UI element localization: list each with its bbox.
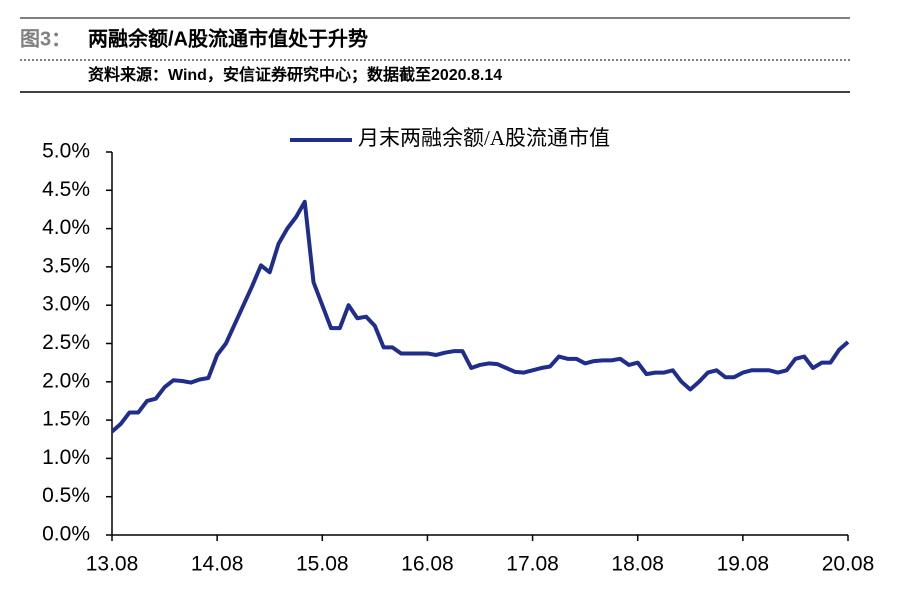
figure-label: 图3： [20,27,71,50]
y-tick-label: 3.5% [42,254,90,277]
source-note: 资料来源：Wind，安信证券研究中心；数据截至2020.8.14 [88,65,502,84]
x-tick-label: 15.08 [296,553,349,576]
x-tick-label: 16.08 [401,553,454,576]
y-tick-label: 0.0% [42,523,90,546]
x-tick-label: 17.08 [506,553,559,576]
y-tick-label: 2.5% [42,331,90,354]
x-tick-label: 13.08 [86,553,139,576]
y-tick-label: 2.0% [42,369,90,392]
x-tick-label: 18.08 [611,553,664,576]
y-tick-label: 1.0% [42,446,90,469]
y-tick-label: 4.0% [42,216,90,239]
y-tick-label: 3.0% [42,293,90,316]
figure-title: 两融余额/A股流通市值处于升势 [88,26,368,50]
y-tick-label: 1.5% [42,408,90,431]
x-tick-label: 14.08 [191,553,244,576]
y-tick-label: 5.0% [42,140,90,163]
y-tick-label: 4.5% [42,178,90,201]
y-tick-label: 0.5% [42,484,90,507]
x-tick-label: 20.08 [822,553,875,576]
data-line [110,199,850,434]
legend-label: 月末两融余额/A股流通市值 [358,126,610,150]
x-tick-label: 19.08 [717,553,770,576]
